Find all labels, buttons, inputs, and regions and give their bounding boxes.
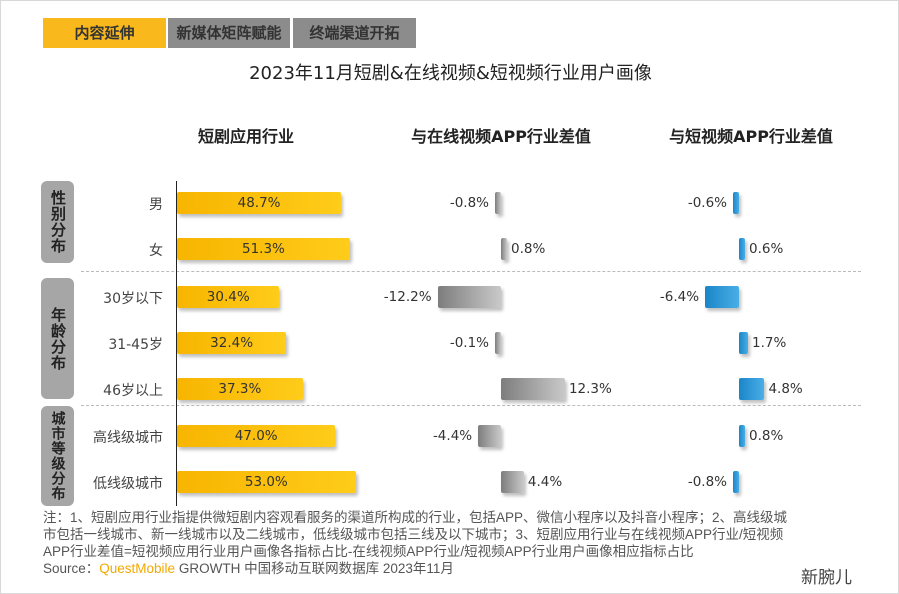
source-brand: QuestMobile xyxy=(99,561,176,576)
online-video-diff-bar xyxy=(501,471,524,493)
short-video-diff-bar xyxy=(739,332,748,354)
group-label: 城市等级分布 xyxy=(49,411,66,501)
online-video-diff-bar xyxy=(501,238,507,260)
industry-bar-label: 30.4% xyxy=(206,289,250,305)
column-header-industry: 短剧应用行业 xyxy=(197,127,294,146)
online-video-diff-bar xyxy=(495,192,501,214)
short-video-diff-label: 1.7% xyxy=(752,335,787,351)
short-video-diff-label: -6.4% xyxy=(659,289,700,305)
industry-bar-label: 48.7% xyxy=(237,195,281,211)
online-video-diff-label: 12.3% xyxy=(568,381,612,397)
column-header-short-video-diff: 与短视频APP行业差值 xyxy=(669,127,833,146)
industry-bar xyxy=(177,378,303,400)
tab-terminal-channel[interactable]: 终端渠道开拓 xyxy=(293,18,416,48)
industry-bar xyxy=(177,192,342,214)
short-video-diff-bar xyxy=(739,238,745,260)
short-video-diff-bar xyxy=(705,286,739,308)
short-video-diff-bar xyxy=(739,425,745,447)
row-label: 46岁以上 xyxy=(103,383,163,399)
industry-bar xyxy=(177,471,356,493)
short-video-diff-label: -0.8% xyxy=(687,474,727,490)
group-label: 年龄分布 xyxy=(49,306,67,371)
short-video-diff-bar xyxy=(739,378,765,400)
group-divider xyxy=(81,271,861,272)
tab-new-media[interactable]: 新媒体矩阵赋能 xyxy=(168,18,290,48)
industry-bar xyxy=(177,425,336,447)
tab-content-extension[interactable]: 内容延伸 xyxy=(43,18,166,48)
row-label: 30岁以下 xyxy=(103,291,163,307)
industry-bar-label: 32.4% xyxy=(210,335,254,351)
short-video-diff-bar xyxy=(733,471,739,493)
short-video-diff-label: -0.6% xyxy=(687,195,727,211)
column-header-online-video-diff: 与在线视频APP行业差值 xyxy=(411,127,591,146)
industry-bar xyxy=(177,286,280,308)
online-video-diff-label: -12.2% xyxy=(383,289,432,305)
source-rest: GROWTH 中国移动互联网数据库 2023年11月 xyxy=(175,561,454,576)
chart-title: 2023年11月短剧&在线视频&短视频行业用户画像 xyxy=(249,63,652,84)
online-video-diff-label: -0.1% xyxy=(449,335,489,351)
footnote: 注：1、短剧应用行业指提供微短剧内容观看服务的渠道所构成的行业，包括APP、微信… xyxy=(43,509,788,577)
wechat-watermark: 新腕儿 xyxy=(801,568,852,588)
online-video-diff-bar xyxy=(478,425,501,447)
row-label: 31-45岁 xyxy=(108,337,163,353)
online-video-diff-bar xyxy=(501,378,565,400)
group-city: 城市等级分布 xyxy=(41,406,74,506)
online-video-diff-label: -4.4% xyxy=(432,428,473,444)
industry-bar xyxy=(177,332,287,354)
row-label: 男 xyxy=(149,197,163,213)
short-video-diff-label: 4.8% xyxy=(768,381,803,397)
online-video-diff-label: -0.8% xyxy=(449,195,489,211)
group-gender: 性别分布 xyxy=(41,181,74,263)
group-divider xyxy=(81,405,861,406)
industry-bar-label: 51.3% xyxy=(241,241,285,257)
source-prefix: Source： xyxy=(43,561,100,576)
online-video-diff-bar xyxy=(437,286,501,308)
industry-bar-label: 37.3% xyxy=(218,381,262,397)
online-video-diff-label: 0.8% xyxy=(511,241,546,257)
row-label: 女 xyxy=(149,243,163,259)
group-label: 性别分布 xyxy=(49,190,67,254)
row-label: 高线级城市 xyxy=(93,430,163,446)
row-label: 低线级城市 xyxy=(93,476,163,492)
industry-bar-label: 53.0% xyxy=(244,474,288,490)
short-video-diff-label: 0.6% xyxy=(749,241,784,257)
note-text: 注：1、短剧应用行业指提供微短剧内容观看服务的渠道所构成的行业，包括APP、微信… xyxy=(43,510,788,559)
online-video-diff-bar xyxy=(495,332,501,354)
industry-axis xyxy=(176,181,177,506)
short-video-diff-label: 0.8% xyxy=(749,428,784,444)
group-age: 年龄分布 xyxy=(41,278,74,399)
industry-bar-label: 47.0% xyxy=(234,428,278,444)
online-video-diff-label: 4.4% xyxy=(527,474,563,490)
short-video-diff-bar xyxy=(733,192,739,214)
industry-bar xyxy=(177,238,350,260)
